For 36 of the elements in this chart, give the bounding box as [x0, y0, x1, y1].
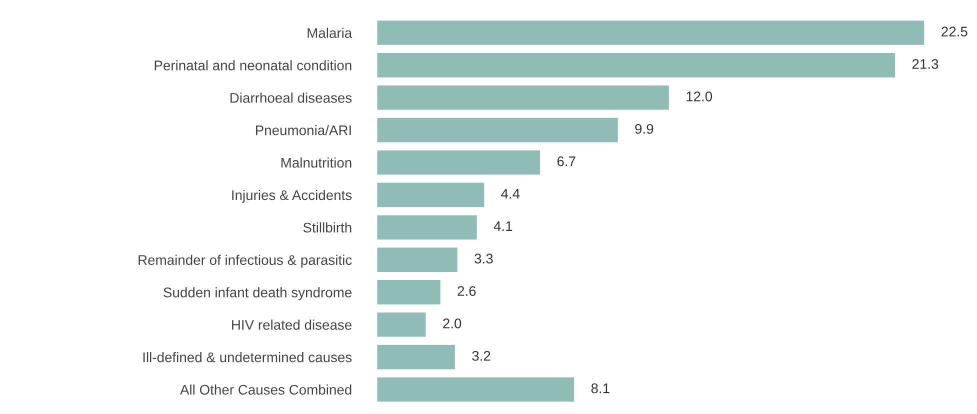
data-label: 4.4 — [501, 188, 520, 199]
bar — [377, 312, 426, 337]
bar — [377, 118, 618, 142]
y-tick-label: HIV related disease — [232, 320, 352, 330]
bar — [377, 248, 458, 272]
y-tick-label: Remainder of infectious & parasitic — [138, 254, 352, 268]
y-tick-label: Injuries & Accidents — [232, 190, 352, 203]
y-tick-label: Pneumonia/ARI — [256, 125, 351, 136]
y-tick-label: Ill-defined & undetermined causes — [143, 352, 352, 362]
data-label: 4.1 — [494, 221, 512, 231]
data-label: 9.9 — [635, 124, 654, 134]
y-tick-label: Malnutrition — [281, 157, 352, 168]
bar — [377, 182, 484, 208]
y-tick-label: All Other Causes Combined — [180, 384, 352, 395]
data-label: 12.0 — [686, 92, 712, 102]
bar — [377, 280, 440, 304]
y-tick-label: Perinatal and neonatal condition — [154, 60, 352, 70]
data-label: 21.3 — [912, 59, 938, 69]
bar — [377, 150, 540, 175]
bar — [377, 20, 924, 45]
data-label: 8.1 — [591, 383, 610, 394]
data-label: 3.2 — [472, 350, 490, 361]
data-label: 22.5 — [942, 26, 968, 37]
data-label: 3.3 — [474, 254, 493, 264]
bar — [377, 53, 896, 78]
bar — [377, 215, 477, 240]
bar — [377, 85, 669, 110]
y-tick-label: Stillbirth — [303, 222, 352, 233]
data-label: 6.7 — [557, 156, 576, 166]
y-tick-label: Diarrhoeal diseases — [230, 92, 352, 103]
y-tick-label: Sudden infant death syndrome — [164, 287, 352, 300]
bar — [377, 344, 455, 370]
y-tick-label: Malaria — [308, 28, 352, 38]
data-label: 2.0 — [443, 318, 462, 328]
data-label: 2.6 — [458, 286, 476, 296]
bar — [377, 377, 574, 402]
